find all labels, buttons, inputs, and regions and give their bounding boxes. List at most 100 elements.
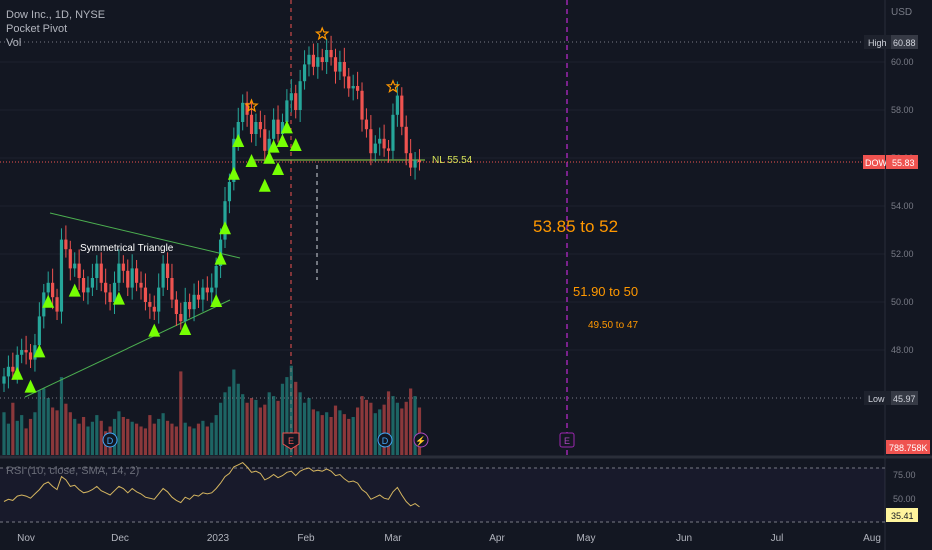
volume-bar [320, 415, 324, 455]
volume-bar [188, 426, 192, 455]
candle-body [77, 263, 81, 278]
volume-bar [42, 388, 46, 455]
rsi-tick-50: 50.00 [893, 494, 916, 504]
target-2: 51.90 to 50 [573, 284, 638, 299]
volume-bar [280, 383, 285, 455]
volume-bar [6, 423, 11, 455]
volume-bar [294, 381, 298, 455]
indicator-label[interactable]: Pocket Pivot [6, 23, 68, 35]
candle-body [373, 143, 377, 154]
time-axis-label: Aug [863, 533, 881, 544]
time-axis-label: Jul [771, 533, 784, 544]
split-badge[interactable]: ⚡ [413, 432, 429, 448]
price-tick-label: 60.00 [891, 57, 914, 67]
time-axis[interactable]: Nov Dec 2023 Feb Mar Apr May Jun Jul Aug [17, 533, 881, 544]
candle-body [347, 76, 351, 89]
symbol-title[interactable]: Dow Inc., 1D, NYSE [6, 9, 106, 21]
volume-bar [214, 415, 218, 455]
pocket-pivot-marker [263, 150, 276, 164]
candle-body [333, 57, 338, 72]
volume-label[interactable]: Vol [6, 37, 22, 49]
volume-badge-value: 788.758K [889, 443, 928, 453]
candle-body [192, 294, 196, 310]
candle-body [364, 119, 369, 130]
rsi-legend[interactable]: RSI (10, close, SMA, 14, 2) [6, 465, 140, 477]
earnings-badge-2-label: E [564, 436, 570, 446]
candle-body [46, 282, 50, 293]
pocket-pivot-marker [289, 138, 302, 151]
volume-bar [263, 404, 267, 455]
candle-body [11, 366, 15, 372]
candle-body [90, 278, 94, 288]
volume-bars [2, 365, 422, 455]
volume-bar [316, 411, 320, 455]
earnings-badge-1[interactable]: E [282, 432, 300, 450]
candle-body [68, 249, 72, 269]
symbol-badge-label: DOW [865, 158, 888, 168]
candle-body [64, 239, 68, 250]
high-badge-value: 60.88 [893, 38, 916, 48]
candle-body [329, 50, 333, 58]
pocket-pivot-marker [210, 294, 223, 307]
low-badge-value: 45.97 [893, 394, 916, 404]
volume-bar [68, 412, 72, 455]
volume-bar [165, 420, 170, 455]
volume-bar [360, 396, 364, 455]
volume-bar [249, 398, 254, 455]
candle-body [236, 122, 240, 139]
volume-bar [258, 407, 262, 455]
earnings-badge-2[interactable]: E [559, 432, 575, 448]
volume-bar [395, 402, 399, 455]
candle-body [382, 138, 386, 149]
candle-body [28, 352, 33, 360]
candle-body [152, 306, 156, 312]
time-axis-label: Feb [297, 533, 315, 544]
rsi-last-value: 35.41 [891, 511, 914, 521]
pocket-pivot-marker [227, 166, 240, 180]
candle-body [245, 102, 249, 115]
volume-bar [77, 423, 81, 455]
pocket-pivot-marker [24, 379, 37, 393]
candle-body [188, 302, 192, 310]
last-price-badge: DOW 55.83 [863, 155, 918, 169]
volume-bar [139, 426, 143, 455]
volume-bar [121, 417, 125, 455]
candle-body [325, 50, 329, 62]
volume-bar [409, 388, 413, 455]
candle-body [117, 263, 121, 283]
candle-body [386, 148, 391, 151]
time-axis-label: Dec [111, 533, 129, 544]
volume-bar [267, 392, 271, 455]
volume-bar [90, 421, 94, 455]
candle-body [201, 287, 205, 300]
rsi-pane [0, 461, 885, 523]
volume-bar [241, 394, 245, 455]
candle-body [59, 239, 64, 312]
volume-bar [55, 410, 59, 455]
candle-body [258, 122, 262, 130]
dividend-badge-1[interactable]: D [102, 432, 118, 448]
volume-bar [373, 413, 377, 455]
candle-body [37, 316, 41, 346]
candle-body [280, 122, 285, 134]
candle-body [6, 366, 11, 377]
volume-bar [311, 409, 315, 455]
candle-body [205, 287, 209, 293]
volume-bar [276, 400, 280, 455]
price-tick-label: 54.00 [891, 201, 914, 211]
low-badge-label: Low [868, 394, 885, 404]
candle-body [342, 62, 346, 77]
pocket-pivot-marker [112, 291, 125, 305]
currency-label: USD [891, 7, 912, 18]
volume-bar [46, 398, 50, 455]
candle-body [86, 287, 90, 293]
candle-body [2, 376, 6, 384]
volume-bar [64, 403, 68, 455]
price-tick-label: 50.00 [891, 297, 914, 307]
candle-body [143, 287, 148, 302]
candle-body [112, 282, 117, 302]
dividend-badge-2[interactable]: D [377, 432, 393, 448]
chart-legend: Dow Inc., 1D, NYSE Pocket Pivot Vol [6, 8, 105, 50]
rsi-value-badge: 35.41 [886, 508, 918, 522]
